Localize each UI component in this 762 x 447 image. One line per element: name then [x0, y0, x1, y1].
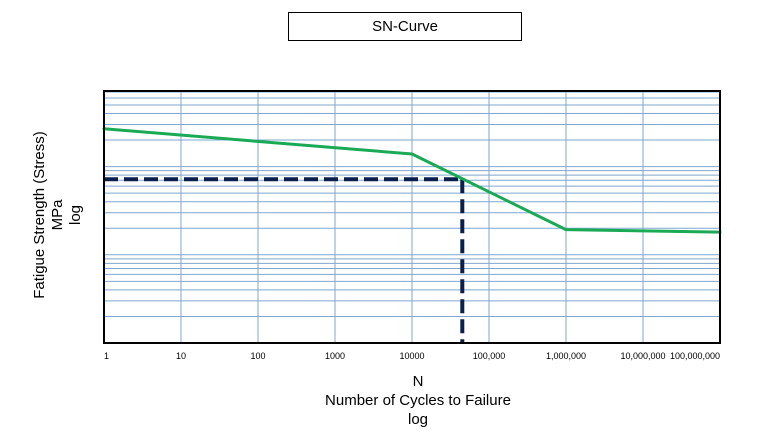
x-tick-label: 100: [250, 351, 265, 361]
x-tick-label: 100,000,000: [670, 351, 720, 361]
reference-lines: [104, 177, 465, 343]
x-tick-label: 1,000,000: [546, 351, 586, 361]
x-tick-label: 10000: [399, 351, 424, 361]
x-tick-label: 1: [104, 351, 109, 361]
x-axis-label-line-3: log: [407, 411, 429, 428]
plot-frame: [103, 90, 721, 344]
x-axis-label: N Number of Cycles to Failure log: [248, 372, 588, 429]
x-axis-label-line-1: N: [412, 373, 424, 390]
series-layer: [102, 127, 722, 234]
x-axis-label-line-2: Number of Cycles to Failure: [325, 392, 511, 409]
chart-title: SN-Curve: [288, 12, 522, 41]
x-tick-label: 100,000: [473, 351, 506, 361]
x-tick-label: 10,000,000: [620, 351, 665, 361]
grid-layer: [104, 91, 720, 343]
x-tick-label: 10: [176, 351, 186, 361]
chart-title-text: SN-Curve: [372, 18, 438, 35]
sn-curve-line: [102, 127, 722, 234]
x-tick-labels: 1 10 100 1000 10000 100,000 1,000,000 10,000,00…: [104, 351, 720, 361]
x-tick-label: 1000: [325, 351, 345, 361]
